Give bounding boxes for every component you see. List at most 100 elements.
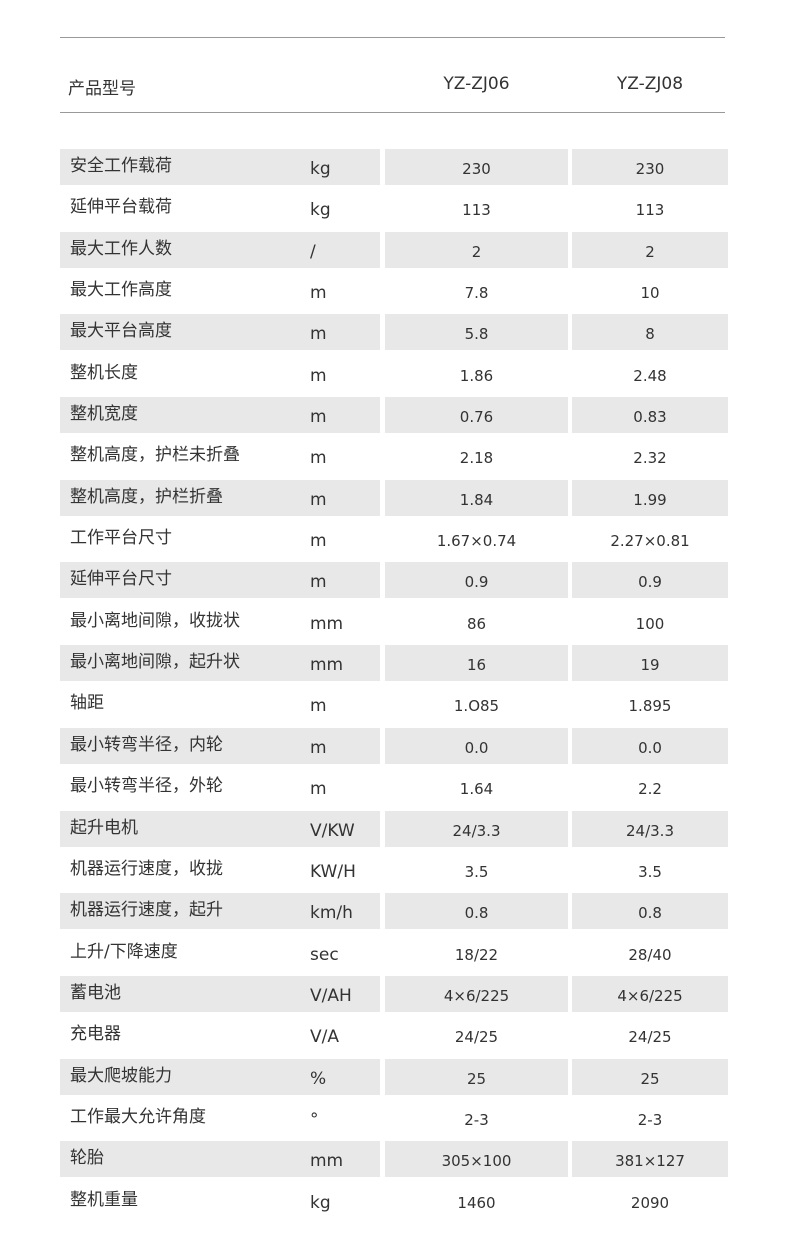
spec-label: 延伸平台尺寸: [60, 562, 300, 599]
spec-value-model-1: 16: [385, 645, 568, 682]
spec-value-model-2: 24/25: [628, 1028, 672, 1047]
spec-unit: mm: [300, 1141, 380, 1178]
spec-label: 安全工作载荷: [60, 149, 300, 185]
spec-value-model-2: 2.48: [633, 366, 667, 385]
spec-unit: m: [300, 314, 380, 351]
spec-label: 充电器: [70, 1024, 121, 1045]
table-row: 机器运行速度，收拢 KW/H 3.5 3.5: [60, 852, 728, 893]
spec-value-model-2: 4×6/225: [572, 975, 728, 1012]
spec-unit: m: [310, 779, 327, 800]
table-row: 机器运行速度，起升 km/h 0.8 0.8: [60, 893, 728, 934]
spec-value-model-2: 19: [572, 645, 728, 682]
spec-label: 最大工作人数: [60, 231, 300, 268]
spec-unit: m: [300, 397, 380, 434]
table-row: 蓄电池 V/AH 4×6/225 4×6/225: [60, 975, 728, 1017]
spec-value-model-2: 2-3: [637, 1110, 663, 1129]
table-header: 产品型号 YZ-ZJ06 YZ-ZJ08: [60, 60, 725, 110]
spec-value-model-2: 100: [635, 614, 665, 633]
spec-value-model-2: 1.99: [572, 479, 728, 516]
spec-value-model-2: 0.83: [572, 397, 728, 434]
spec-label: 工作最大允许角度: [70, 1106, 206, 1127]
table-row: 轮胎 mm 305×100 381×127: [60, 1141, 728, 1182]
spec-label: 最小转弯半径，外轮: [70, 776, 223, 797]
spec-unit: m: [310, 448, 327, 469]
spec-value-model-2: 230: [572, 149, 728, 185]
table-row: 工作平台尺寸 m 1.67×0.74 2.27×0.81: [60, 521, 728, 562]
spec-unit: V/KW: [300, 810, 380, 847]
spec-label: 整机高度，护栏折叠: [60, 479, 300, 516]
spec-value-model-2: 3.5: [638, 862, 662, 881]
spec-value-model-1: 0.76: [385, 397, 568, 434]
spec-value-model-2: 28/40: [628, 945, 672, 964]
spec-unit: m: [310, 696, 327, 717]
spec-value-model-1: 24/25: [454, 1028, 499, 1047]
table-row: 整机高度，护栏折叠 m 1.84 1.99: [60, 479, 728, 521]
spec-label: 最小转弯半径，内轮: [60, 727, 300, 764]
spec-label: 轴距: [70, 693, 104, 714]
spec-value-model-1: 18/22: [454, 945, 499, 964]
spec-label: 最小离地间隙，起升状: [60, 645, 300, 682]
table-row: 安全工作载荷 kg 230 230: [60, 149, 728, 190]
header-model-1: YZ-ZJ06: [443, 74, 510, 94]
spec-value-model-1: 1.86: [459, 366, 494, 385]
header-model-2: YZ-ZJ08: [616, 74, 684, 94]
spec-value-model-1: 0.9: [385, 562, 568, 599]
spec-unit: °: [310, 1109, 319, 1130]
spec-value-model-1: 230: [385, 149, 568, 185]
spec-value-model-2: 2.27×0.81: [610, 532, 690, 551]
spec-label: 蓄电池: [60, 975, 300, 1012]
spec-value-model-1: 0.0: [385, 727, 568, 764]
spec-value-model-1: 25: [385, 1058, 568, 1095]
spec-unit: m: [300, 479, 380, 516]
table-row: 最小离地间隙，起升状 mm 16 19: [60, 645, 728, 686]
spec-unit: kg: [310, 200, 331, 221]
table-row: 最大工作高度 m 7.8 10: [60, 273, 728, 314]
spec-value-model-1: 24/3.3: [385, 810, 568, 847]
spec-value-model-2: 8: [572, 314, 728, 351]
table-row: 最小离地间隙，收拢状 mm 86 100: [60, 604, 728, 645]
table-row: 整机重量 kg 1460 2090: [60, 1183, 728, 1224]
spec-value-model-1: 1.64: [459, 780, 494, 799]
spec-value-model-1: 1460: [457, 1193, 496, 1212]
table-row: 延伸平台尺寸 m 0.9 0.9: [60, 562, 728, 603]
spec-value-model-2: 2.2: [638, 780, 662, 799]
spec-value-model-2: 24/3.3: [572, 810, 728, 847]
spec-table: 安全工作载荷 kg 230 230 延伸平台载荷 kg 113 113 最大工作人数/2 2 最大工…: [60, 149, 728, 1224]
spec-value-model-1: 1.67×0.74: [436, 532, 517, 551]
spec-value-model-2: 0.8: [572, 893, 728, 930]
spec-unit: mm: [310, 613, 344, 634]
header-label: 产品型号: [68, 79, 136, 99]
spec-value-model-1: 0.8: [385, 893, 568, 930]
header-divider: [60, 112, 725, 113]
spec-value-model-2: 10: [640, 284, 660, 303]
spec-label: 工作平台尺寸: [70, 528, 172, 549]
spec-value-model-1: 113: [462, 201, 491, 220]
spec-label: 整机长度: [70, 362, 138, 383]
spec-value-model-1: 86: [466, 614, 487, 633]
spec-value-model-1: 2-3: [464, 1110, 489, 1129]
table-row: 最大工作人数/2 2: [60, 231, 728, 273]
table-row: 整机长度 m 1.86 2.48: [60, 356, 728, 397]
spec-value-model-2: 381×127: [572, 1141, 728, 1178]
spec-unit: kg: [310, 1192, 331, 1213]
spec-label: 整机高度，护栏未折叠: [70, 445, 240, 466]
spec-unit: sec: [310, 944, 339, 965]
table-row: 轴距 m 1.O85 1.895: [60, 686, 728, 727]
spec-value-model-1: 5.8: [385, 314, 568, 351]
spec-label: 上升/下降速度: [70, 941, 178, 962]
spec-label: 轮胎: [60, 1141, 300, 1178]
table-row: 最大平台高度 m 5.8 8: [60, 314, 728, 355]
spec-value-model-2: 2090: [630, 1193, 670, 1212]
table-row: 工作最大允许角度 ° 2-3 2-3: [60, 1100, 728, 1141]
spec-value-model-1: 7.8: [464, 284, 489, 303]
spec-label: 机器运行速度，起升: [60, 893, 300, 930]
spec-value-model-1: 2.18: [459, 449, 494, 468]
spec-value-model-1: 1.O85: [453, 697, 500, 716]
spec-unit: m: [300, 562, 380, 599]
spec-value-model-2: 2: [572, 231, 728, 268]
table-row: 整机宽度 m 0.76 0.83: [60, 397, 728, 438]
spec-label: 整机重量: [70, 1189, 138, 1210]
spec-unit: m: [310, 531, 327, 552]
spec-value-model-1: 4×6/225: [385, 975, 568, 1012]
spec-unit: m: [310, 283, 327, 304]
